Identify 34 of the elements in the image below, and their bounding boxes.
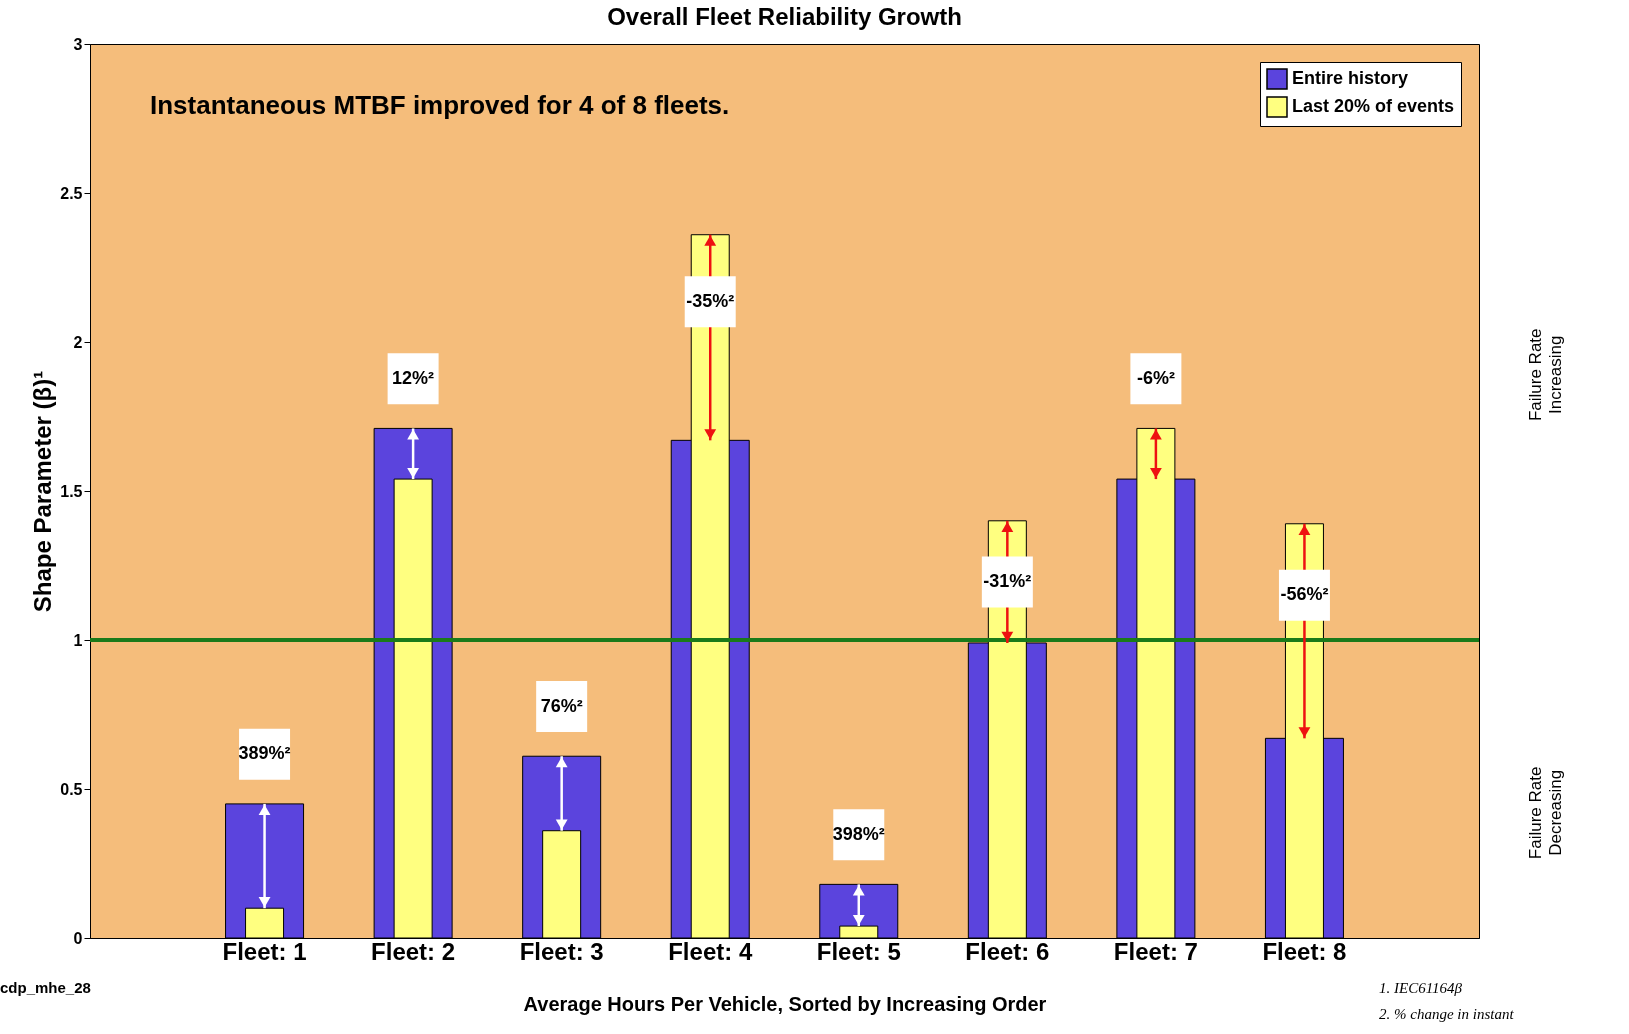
- legend-label: Entire history: [1292, 68, 1409, 88]
- annotation: Instantaneous MTBF improved for 4 of 8 fleets.: [150, 90, 730, 120]
- annotation: -56%²: [1280, 584, 1329, 605]
- text: Failure Rate Decreasing: [1526, 766, 1565, 860]
- y-tick-label: 1: [73, 631, 83, 649]
- annotation: -31%²: [983, 570, 1032, 591]
- chart-title: Overall Fleet Reliability Growth: [607, 3, 962, 30]
- text: 1. IEC61164β: [1379, 980, 1463, 996]
- x-tick-label: Fleet: 6: [965, 937, 1050, 965]
- y-tick-label: 0: [73, 929, 83, 947]
- annotation: 398%²: [832, 823, 885, 844]
- annotation: -35%²: [686, 290, 735, 311]
- text: cdp_mhe_28: [0, 979, 91, 996]
- annotation: 76%²: [540, 695, 583, 716]
- x-tick-label: Fleet: 4: [668, 937, 753, 965]
- annotation: 12%²: [392, 367, 435, 388]
- y-tick-label: 3: [73, 35, 83, 53]
- x-tick-label: Fleet: 7: [1113, 937, 1198, 965]
- annotation: -6%²: [1136, 367, 1175, 388]
- annotation: 389%²: [238, 743, 291, 764]
- y-tick-label: 2.5: [60, 184, 83, 202]
- x-tick-label: Fleet: 8: [1262, 937, 1347, 965]
- x-tick-label: Fleet: 5: [816, 937, 901, 965]
- text: 2. % change in instant: [1379, 1006, 1515, 1022]
- text: Failure Rate Increasing: [1526, 328, 1565, 422]
- y-tick-label: 2: [73, 333, 83, 351]
- y-tick-label: 1.5: [60, 482, 83, 500]
- y-tick-label: 0.5: [60, 780, 83, 798]
- x-axis-title: Average Hours Per Vehicle, Sorted by Increasing Order: [523, 992, 1047, 1015]
- legend-label: Last 20% of events: [1292, 96, 1455, 116]
- x-tick-label: Fleet: 3: [519, 937, 604, 965]
- x-tick-label: Fleet: 2: [371, 937, 456, 965]
- x-tick-label: Fleet: 1: [222, 937, 307, 965]
- y-axis-title: Shape Parameter (β)¹: [29, 370, 57, 613]
